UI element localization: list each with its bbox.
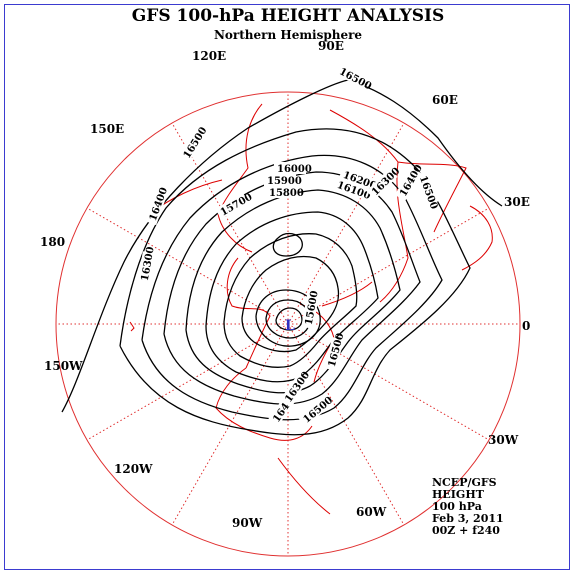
lon-label-0: 0 xyxy=(522,319,530,333)
contour-label: 16000 xyxy=(277,164,312,175)
lon-label-150w: 150W xyxy=(44,359,83,373)
page-subtitle: Northern Hemisphere xyxy=(213,28,363,42)
lon-label-120w: 120W xyxy=(114,462,153,476)
contour-label: 15900 xyxy=(267,176,302,187)
lon-label-30e: 30E xyxy=(504,195,530,209)
info-cycle: 00Z + f240 xyxy=(432,524,500,537)
lon-label-60w: 60W xyxy=(356,505,387,519)
lon-label-90w: 90W xyxy=(232,516,263,530)
info-date: Feb 3, 2011 xyxy=(432,512,504,525)
lon-label-120e: 120E xyxy=(192,49,226,63)
lon-label-30w: 30W xyxy=(488,433,519,447)
lon-label-150e: 150E xyxy=(90,122,124,136)
hemisphere-boundary xyxy=(55,91,521,557)
coastlines xyxy=(129,103,493,515)
info-level: 100 hPa xyxy=(432,500,482,513)
contour-label: 16300 xyxy=(140,246,157,282)
lon-label-60e: 60E xyxy=(432,93,458,107)
info-source: NCEP/GFS xyxy=(432,476,497,489)
info-block: NCEP/GFS HEIGHT 100 hPa Feb 3, 2011 00Z … xyxy=(432,477,504,537)
outer-frame xyxy=(4,4,570,570)
contour-label: 16500 xyxy=(337,66,373,92)
contour-label: 16500 xyxy=(301,395,335,426)
height-contours xyxy=(61,79,503,436)
page-title: GFS 100-hPa HEIGHT ANALYSIS xyxy=(131,6,445,26)
contour-label: 15600 xyxy=(304,290,321,326)
lon-label-180: 180 xyxy=(40,235,65,249)
low-center-symbol: L xyxy=(285,318,295,334)
contour-label: 15800 xyxy=(269,188,304,199)
contour-label: 15700 xyxy=(219,192,255,219)
lon-label-90e: 90E xyxy=(318,39,344,53)
info-field: HEIGHT xyxy=(432,488,484,501)
